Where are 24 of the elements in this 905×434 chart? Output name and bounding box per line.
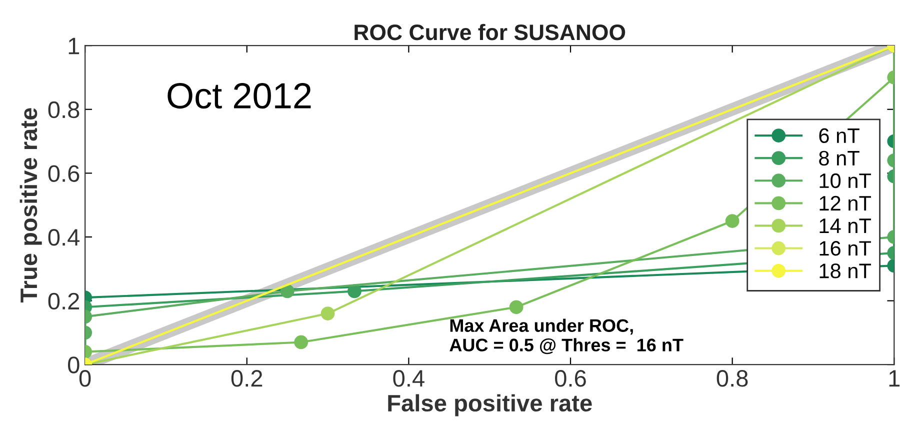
y-axis-title: True positive rate	[20, 108, 42, 303]
x-tick-label: 1	[889, 370, 900, 387]
x-tick-label: 0.6	[555, 370, 586, 387]
annotation: Oct 2012	[168, 83, 311, 109]
y-tick-label: 0.2	[48, 292, 80, 310]
x-tick-label: 0.8	[716, 370, 748, 387]
y-tick-label: 0	[68, 356, 80, 374]
x-tick-label: 0.2	[231, 370, 262, 387]
legend-label: 8 nT	[819, 150, 860, 166]
x-tick-label: 0	[79, 370, 91, 387]
legend-label: 14 nT	[820, 218, 871, 233]
legend-label: 18 nT	[820, 264, 871, 278]
legend-label: 6 nT	[819, 128, 860, 144]
legend-label: 12 nT	[820, 196, 871, 210]
legend-label: 16 nT	[820, 240, 871, 256]
y-tick-label: 1	[68, 38, 80, 54]
chart-title: ROC Curve for SUSANOO	[354, 24, 626, 40]
y-tick-label: 0.8	[48, 101, 80, 118]
annotation: Max Area under ROC, AUC = 0.5 @ Thres = 16 nT	[450, 318, 684, 354]
y-tick-label: 0.4	[48, 229, 80, 246]
legend-label: 10 nT	[820, 173, 871, 188]
x-axis-title: False positive rate	[388, 394, 592, 416]
y-tick-label: 0.6	[48, 165, 80, 182]
x-tick-label: 0.4	[393, 370, 424, 387]
